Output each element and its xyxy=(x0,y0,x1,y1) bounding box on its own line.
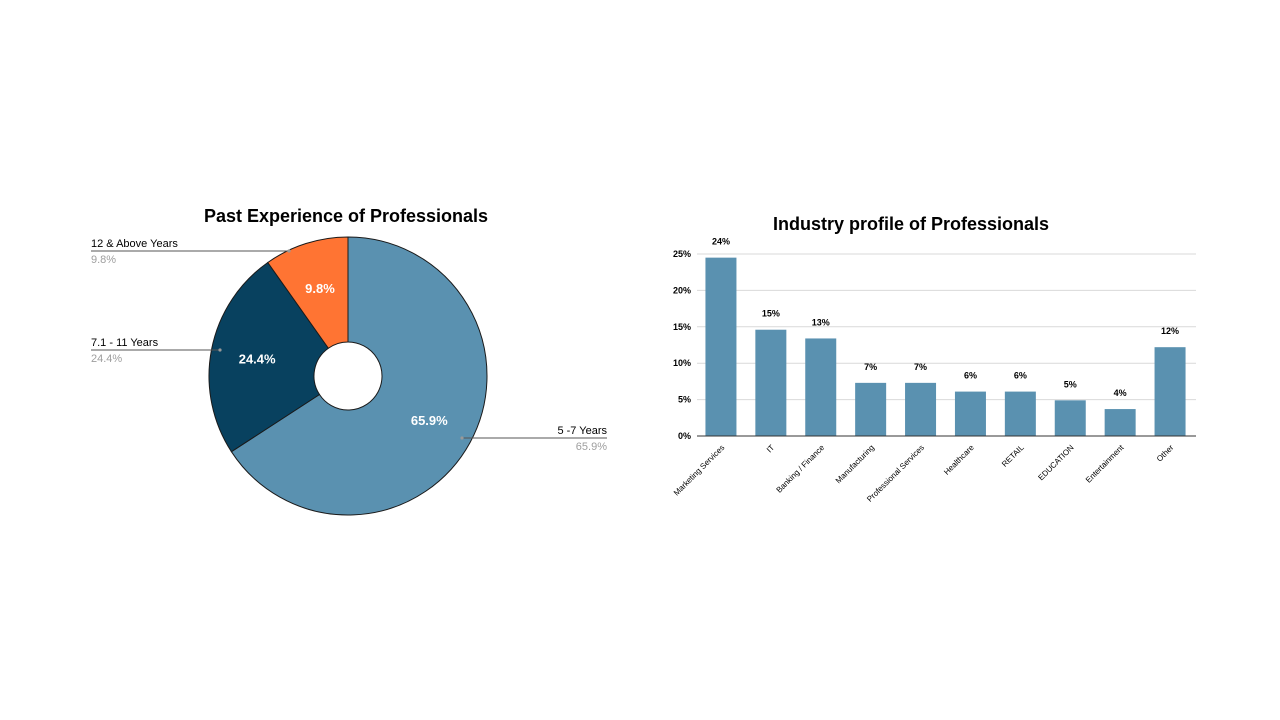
bar-y-tick-label: 10% xyxy=(673,358,691,368)
bar-data-label: 12% xyxy=(1161,326,1179,336)
bar-other xyxy=(1154,347,1186,436)
pie-callout-name: 7.1 - 11 Years xyxy=(91,337,159,349)
bar-bars xyxy=(705,257,1186,436)
bar-marketing-services xyxy=(705,257,737,436)
bar-title: Industry profile of Professionals xyxy=(773,214,1049,234)
pie-chart: Past Experience of Professionals 65.9% 24… xyxy=(91,206,607,516)
pie-slice-5-7-years xyxy=(230,236,488,516)
pie-slice-label: 9.8% xyxy=(305,281,335,296)
bar-category-label: EDUCATION xyxy=(1036,443,1075,482)
bar-chart: Industry profile of Professionals 0% 5% 10… xyxy=(672,214,1196,504)
bar-category-label: Healthcare xyxy=(942,443,976,477)
bar-category-label: Professional Services xyxy=(865,443,926,504)
pie-callouts: 5 -7 Years 65.9% 7.1 - 11 Years 24.4% 12 & A… xyxy=(91,238,607,453)
pie-callout-value: 9.8% xyxy=(91,254,116,266)
pie-callout-value: 65.9% xyxy=(576,441,607,453)
bar-data-label: 4% xyxy=(1114,388,1127,398)
pie-slice-label: 65.9% xyxy=(411,413,448,428)
bar-data-label: 24% xyxy=(712,237,730,247)
bar-category-label: Marketing Services xyxy=(672,443,726,497)
bar-y-axis-ticks: 0% 5% 10% 15% 20% 25% xyxy=(673,249,691,441)
bar-y-tick-label: 0% xyxy=(678,431,691,441)
bar-data-label: 13% xyxy=(812,317,830,327)
pie-title: Past Experience of Professionals xyxy=(204,206,488,226)
pie-callout-name: 12 & Above Years xyxy=(91,238,178,250)
bar-data-label: 15% xyxy=(762,309,780,319)
bar-professional-services xyxy=(905,382,937,436)
bar-category-label: Entertainment xyxy=(1084,443,1126,485)
bar-banking-finance xyxy=(805,338,837,436)
pie-callout-dot xyxy=(460,436,464,440)
bar-category-label: Other xyxy=(1155,443,1176,464)
pie-callout-value: 24.4% xyxy=(91,353,122,365)
bar-data-label: 7% xyxy=(914,362,927,372)
bar-y-tick-label: 20% xyxy=(673,285,691,295)
pie-slice-labels: 65.9% 24.4% 9.8% xyxy=(239,281,448,428)
bar-category-label: RETAIL xyxy=(1000,443,1026,469)
bar-y-tick-label: 15% xyxy=(673,322,691,332)
bar-healthcare xyxy=(954,391,986,436)
pie-callout-dot xyxy=(287,249,291,253)
bar-category-label: Manufacturing xyxy=(834,443,876,485)
bar-education xyxy=(1054,400,1086,436)
bar-category-label: IT xyxy=(765,443,776,454)
bar-data-label: 7% xyxy=(864,362,877,372)
bar-data-label: 5% xyxy=(1064,379,1077,389)
bar-y-tick-label: 5% xyxy=(678,395,691,405)
bar-y-tick-label: 25% xyxy=(673,249,691,259)
bar-retail xyxy=(1004,391,1036,436)
bar-entertainment xyxy=(1104,409,1136,436)
pie-slices xyxy=(208,236,488,516)
bar-category-label: Banking / Finance xyxy=(775,443,827,495)
bar-manufacturing xyxy=(855,382,887,436)
pie-callout-name: 5 -7 Years xyxy=(557,425,607,437)
bar-data-label: 6% xyxy=(1014,371,1027,381)
bar-it xyxy=(755,329,787,436)
bar-data-label: 6% xyxy=(964,371,977,381)
pie-callout-dot xyxy=(218,348,222,352)
pie-slice-7-1-11-years xyxy=(208,261,330,453)
bar-data-labels: 24% 15% 13% 7% 7% 6% 6% 5% 4% 12% xyxy=(712,237,1179,398)
pie-slice-label: 24.4% xyxy=(239,352,276,367)
